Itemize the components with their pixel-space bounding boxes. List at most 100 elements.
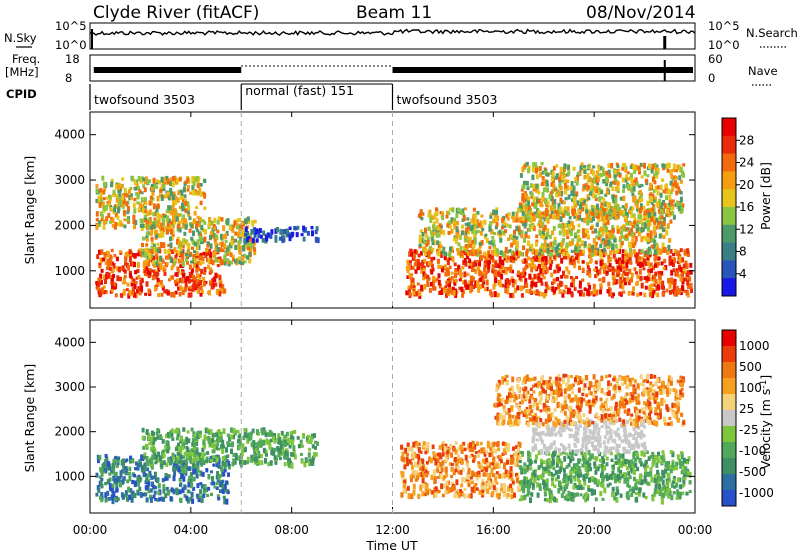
range-cell [585, 211, 589, 217]
range-cell [421, 491, 425, 496]
range-cell [234, 231, 238, 236]
range-cell [576, 242, 580, 247]
range-cell [265, 235, 269, 242]
range-cell [627, 279, 631, 286]
range-cell [266, 442, 270, 446]
range-cell [436, 240, 440, 245]
range-cell [567, 254, 570, 260]
range-cell [126, 496, 130, 501]
range-cell [426, 470, 430, 475]
range-cell [194, 463, 198, 468]
range-cell [246, 456, 250, 463]
range-cell [640, 227, 644, 233]
range-cell [515, 463, 519, 467]
range-cell [169, 456, 173, 460]
range-cell [187, 490, 191, 494]
range-cell [150, 201, 154, 205]
range-cell [148, 200, 152, 206]
range-cell [117, 202, 121, 206]
range-cell [531, 215, 535, 222]
range-cell [418, 245, 422, 249]
range-cell [489, 221, 493, 227]
range-cell [484, 233, 488, 237]
range-cell [587, 282, 591, 286]
range-cell [155, 458, 159, 463]
range-cell [156, 435, 160, 440]
range-cell [214, 445, 218, 451]
range-cell [662, 189, 666, 194]
range-cell [650, 238, 654, 243]
range-cell [299, 443, 303, 449]
range-cell [529, 217, 533, 224]
range-cell [427, 212, 431, 218]
range-cell [184, 469, 188, 474]
range-cell [505, 223, 509, 228]
range-cell [430, 231, 434, 236]
range-cell [268, 444, 272, 450]
range-cell [639, 275, 643, 281]
range-cell [616, 164, 620, 168]
range-cell [647, 226, 651, 232]
range-cell [126, 479, 130, 484]
range-cell [419, 229, 423, 234]
range-cell [286, 437, 290, 443]
range-cell [154, 471, 157, 477]
range-cell [646, 257, 650, 261]
range-cell [464, 248, 468, 253]
range-cell [219, 288, 223, 293]
range-cell [578, 283, 582, 289]
range-cell [225, 247, 229, 252]
range-cell [176, 239, 179, 245]
range-cell [540, 182, 544, 187]
range-cell [415, 249, 419, 255]
range-cell [172, 488, 176, 495]
range-cell [534, 162, 538, 168]
range-cell [469, 493, 473, 499]
range-cell [682, 263, 686, 269]
range-cell [274, 447, 277, 451]
range-cell [145, 281, 149, 287]
range-cell [496, 215, 499, 222]
range-cell [559, 216, 563, 223]
range-cell [117, 266, 121, 273]
range-cell [655, 217, 659, 223]
range-cell [244, 232, 247, 237]
range-cell [121, 195, 125, 201]
range-cell [587, 245, 591, 251]
noise-sky-line [89, 28, 696, 37]
range-cell [142, 466, 146, 472]
range-cell [125, 201, 129, 207]
range-cell [653, 233, 657, 238]
range-cell [473, 237, 477, 242]
range-cell [250, 228, 254, 235]
range-cell [122, 476, 126, 481]
range-cell [539, 277, 543, 283]
range-cell [595, 235, 599, 239]
range-cell [520, 233, 524, 238]
range-cell [550, 260, 554, 265]
noise-panel-frame [89, 22, 696, 50]
range-cell [613, 205, 617, 209]
range-cell [470, 286, 474, 292]
range-cell [635, 281, 639, 286]
range-cell [516, 285, 520, 291]
range-cell [687, 270, 691, 275]
range-cell [495, 471, 499, 475]
range-cell [604, 193, 608, 197]
range-cell [538, 230, 542, 236]
range-cell [203, 206, 207, 211]
range-cell [153, 184, 157, 188]
range-cell [165, 175, 169, 180]
range-cell [101, 257, 105, 262]
range-cell [423, 258, 427, 263]
range-cell [137, 275, 141, 280]
range-cell [619, 267, 623, 272]
range-cell [538, 254, 542, 259]
range-cell [278, 448, 282, 454]
range-cell [167, 249, 171, 254]
range-cell [200, 484, 204, 489]
range-cell [572, 166, 576, 171]
range-cell [160, 466, 164, 470]
range-cell [105, 196, 109, 200]
